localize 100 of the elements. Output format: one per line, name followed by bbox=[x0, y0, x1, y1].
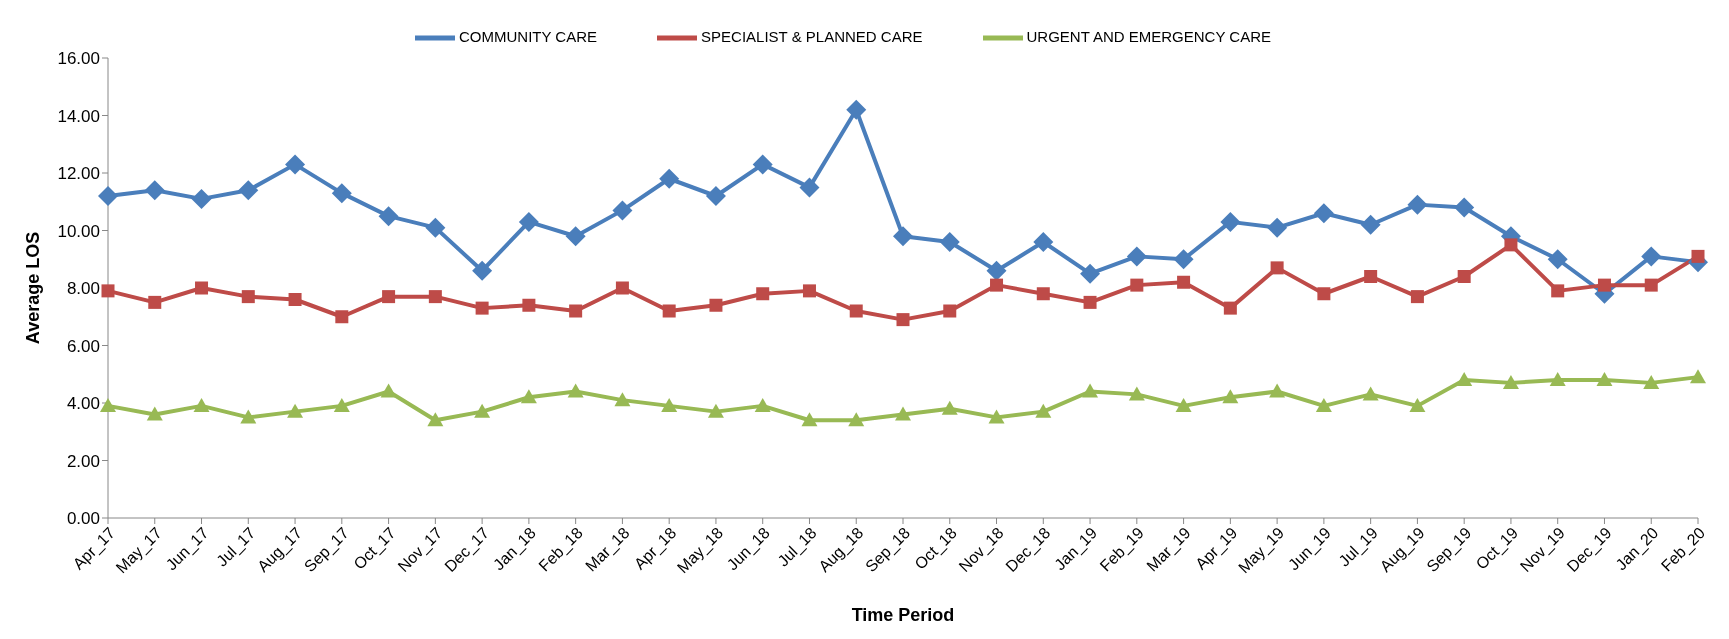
point bbox=[191, 188, 212, 209]
y-tick-label: 10.00 bbox=[57, 221, 100, 241]
y-tick-label: 8.00 bbox=[66, 279, 100, 299]
point bbox=[1644, 278, 1658, 292]
y-axis-title: Average LOS bbox=[23, 231, 44, 345]
point bbox=[801, 412, 818, 427]
y-tick-label: 0.00 bbox=[66, 509, 100, 529]
point bbox=[1551, 284, 1565, 298]
point bbox=[1267, 217, 1288, 238]
point bbox=[1364, 270, 1378, 283]
point bbox=[612, 200, 633, 221]
point bbox=[988, 409, 1005, 424]
point bbox=[1126, 246, 1147, 267]
point bbox=[518, 211, 539, 232]
point bbox=[378, 206, 399, 227]
point bbox=[288, 293, 302, 306]
point bbox=[425, 217, 446, 238]
point bbox=[849, 304, 863, 318]
point bbox=[1502, 374, 1519, 389]
point bbox=[520, 389, 537, 404]
legend-label: SPECIALIST & PLANNED CARE bbox=[701, 27, 923, 45]
point bbox=[754, 397, 771, 412]
point bbox=[662, 304, 676, 318]
point bbox=[893, 226, 913, 247]
point bbox=[1269, 383, 1286, 398]
point bbox=[1410, 290, 1424, 304]
point bbox=[1173, 249, 1194, 270]
point bbox=[941, 400, 958, 415]
point bbox=[1641, 246, 1662, 267]
point bbox=[1270, 261, 1284, 275]
point bbox=[1317, 287, 1331, 301]
point bbox=[240, 409, 257, 424]
point bbox=[986, 260, 1007, 281]
point bbox=[1691, 249, 1705, 263]
point bbox=[1222, 389, 1239, 404]
point bbox=[241, 290, 255, 304]
point bbox=[1457, 270, 1471, 283]
y-tick-label: 14.00 bbox=[57, 106, 100, 126]
point bbox=[101, 284, 115, 298]
point bbox=[1220, 211, 1241, 232]
point bbox=[1690, 369, 1706, 384]
point bbox=[1177, 275, 1191, 289]
point bbox=[1313, 203, 1334, 224]
point bbox=[144, 180, 165, 201]
point bbox=[1080, 263, 1101, 284]
point bbox=[1454, 197, 1475, 218]
point bbox=[661, 397, 678, 412]
point bbox=[382, 290, 396, 304]
point bbox=[990, 278, 1004, 292]
point bbox=[148, 295, 162, 309]
point bbox=[427, 412, 444, 427]
point bbox=[98, 186, 118, 206]
y-tick-label: 12.00 bbox=[57, 164, 100, 184]
point bbox=[1128, 386, 1145, 401]
point bbox=[1407, 194, 1428, 215]
point bbox=[848, 412, 865, 427]
point bbox=[1130, 278, 1144, 292]
x-axis-title: Time Period bbox=[851, 604, 955, 625]
point bbox=[285, 154, 306, 175]
point bbox=[1597, 278, 1611, 292]
point bbox=[522, 298, 536, 312]
point bbox=[193, 397, 210, 412]
point bbox=[335, 310, 349, 324]
point bbox=[146, 406, 163, 421]
point bbox=[1082, 383, 1099, 398]
point bbox=[1315, 397, 1332, 412]
point bbox=[1456, 372, 1473, 386]
point bbox=[939, 232, 960, 252]
point bbox=[380, 383, 397, 398]
point bbox=[565, 226, 586, 247]
point bbox=[1035, 403, 1052, 418]
point bbox=[614, 392, 631, 407]
point bbox=[331, 183, 352, 204]
point bbox=[100, 397, 116, 412]
point bbox=[802, 284, 816, 298]
point bbox=[472, 260, 493, 281]
point bbox=[846, 99, 867, 120]
point bbox=[1033, 232, 1054, 252]
point bbox=[428, 290, 442, 304]
point bbox=[705, 186, 726, 206]
point bbox=[895, 406, 911, 421]
point bbox=[1360, 214, 1381, 235]
point bbox=[474, 403, 491, 418]
point bbox=[896, 313, 910, 327]
point bbox=[709, 298, 723, 312]
point bbox=[659, 168, 680, 189]
point bbox=[569, 304, 583, 318]
point bbox=[1549, 372, 1566, 386]
point bbox=[1223, 301, 1237, 315]
point bbox=[943, 304, 957, 318]
point bbox=[333, 397, 350, 412]
point bbox=[1362, 386, 1379, 401]
y-tick-label: 16.00 bbox=[57, 49, 100, 69]
legend-label: URGENT AND EMERGENCY CARE bbox=[1026, 27, 1272, 45]
point bbox=[1409, 397, 1426, 412]
point bbox=[1083, 295, 1097, 309]
point bbox=[567, 383, 584, 398]
point bbox=[615, 281, 629, 295]
point bbox=[1547, 249, 1568, 270]
point bbox=[1504, 238, 1518, 252]
